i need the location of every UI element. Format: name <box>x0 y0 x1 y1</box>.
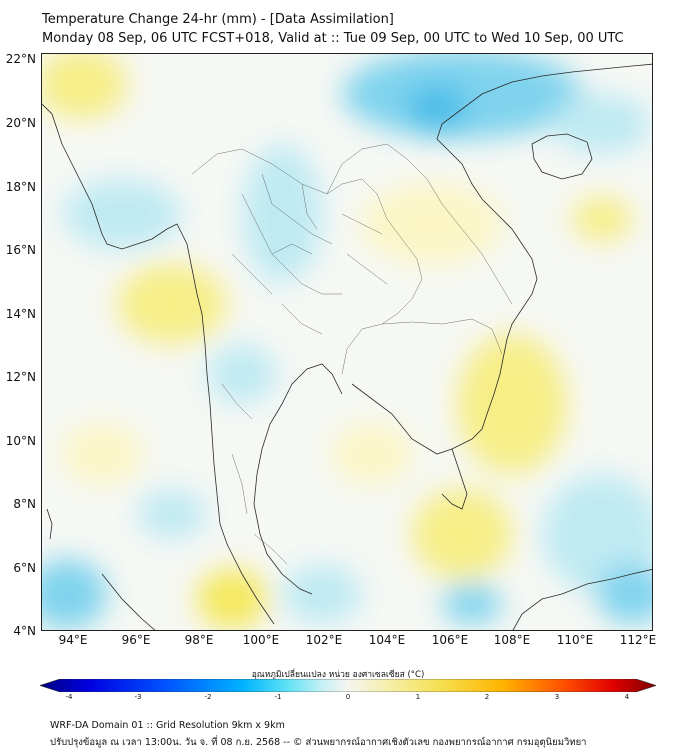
colorbar-tick: 4 <box>624 693 630 701</box>
cool-area <box>282 564 362 624</box>
malay-peninsula-west-coast <box>219 523 275 625</box>
cool-area <box>62 179 182 249</box>
lon-tick-100: 100°E <box>242 633 280 647</box>
warm-area <box>42 54 127 119</box>
cambodia-vietnam-coast <box>351 63 652 455</box>
coastlines <box>42 63 652 630</box>
lat-tick-20: 20°N <box>5 116 36 130</box>
hainan-island <box>531 133 593 180</box>
andaman-islands <box>46 508 53 540</box>
lon-tick-96: 96°E <box>121 633 151 647</box>
lat-tick-10: 10°N <box>5 434 36 448</box>
warm-area <box>362 184 502 264</box>
borneo-coast <box>512 569 652 630</box>
map-canvas <box>42 54 652 630</box>
colorbar-tick: 0 <box>345 693 351 701</box>
chart-title: Temperature Change 24-hr (mm) - [Data As… <box>42 12 394 27</box>
vietnam-south-tip <box>441 448 468 510</box>
lon-tick-108: 108°E <box>493 633 531 647</box>
lat-tick-12: 12°N <box>5 370 36 384</box>
colorbar-tick: -3 <box>134 693 142 701</box>
lon-tick-106: 106°E <box>431 633 469 647</box>
colorbar-label: อุณหภูมิเปลี่ยนแปลง หน่วย องศาเซลเซียส (… <box>251 670 425 680</box>
cool-area <box>542 474 652 594</box>
cool-area <box>42 559 107 629</box>
cool-area <box>137 489 207 539</box>
warm-area <box>117 264 227 344</box>
lon-tick-94: 94°E <box>58 633 88 647</box>
myanmar-coast <box>42 103 221 525</box>
lon-tick-102: 102°E <box>305 633 343 647</box>
cool-area <box>242 144 322 284</box>
cool-area <box>207 344 277 404</box>
chart-subtitle: Monday 08 Sep, 06 UTC FCST+018, Valid at… <box>42 31 624 46</box>
lon-tick-98: 98°E <box>184 633 214 647</box>
province-lines <box>221 173 388 565</box>
warm-area <box>62 424 142 484</box>
colorbar-tick: -1 <box>274 693 282 701</box>
cambodia-border <box>381 318 503 355</box>
colorbar-ramp <box>40 679 656 692</box>
warm-area <box>457 334 567 474</box>
admin-borders <box>191 143 513 565</box>
warm-area <box>332 424 412 484</box>
colorbar-tick: 2 <box>484 693 490 701</box>
laos-border <box>326 143 513 305</box>
cool-area <box>552 94 652 154</box>
lon-tick-110: 110°E <box>556 633 594 647</box>
colorbar <box>40 679 656 692</box>
temperature-change-map <box>41 53 653 631</box>
lat-tick-18: 18°N <box>5 180 36 194</box>
colorbar-tick: -2 <box>204 693 212 701</box>
footer-credit: ปรับปรุงข้อมูล ณ เวลา 13:00น. วัน จ. ที่… <box>50 737 587 748</box>
lon-tick-104: 104°E <box>368 633 406 647</box>
lat-tick-16: 16°N <box>5 243 36 257</box>
cool-area <box>407 84 467 134</box>
lat-tick-6: 6°N <box>13 561 36 575</box>
lat-tick-4: 4°N <box>13 624 36 638</box>
gulf-of-thailand-coast <box>253 363 343 595</box>
warm-area <box>572 197 632 241</box>
colorbar-tick: -4 <box>65 693 73 701</box>
warm-area <box>197 569 267 629</box>
colorbar-tick: 1 <box>415 693 421 701</box>
sumatra-coast <box>101 573 156 630</box>
lat-tick-14: 14°N <box>5 307 36 321</box>
colorbar-tick: 3 <box>554 693 560 701</box>
lon-tick-112: 112°E <box>619 633 657 647</box>
lat-tick-22: 22°N <box>5 52 36 66</box>
cool-area <box>442 584 502 624</box>
footer-model-info: WRF-DA Domain 01 :: Grid Resolution 9km … <box>50 720 285 731</box>
lat-tick-8: 8°N <box>13 497 36 511</box>
warm-area <box>412 489 512 579</box>
